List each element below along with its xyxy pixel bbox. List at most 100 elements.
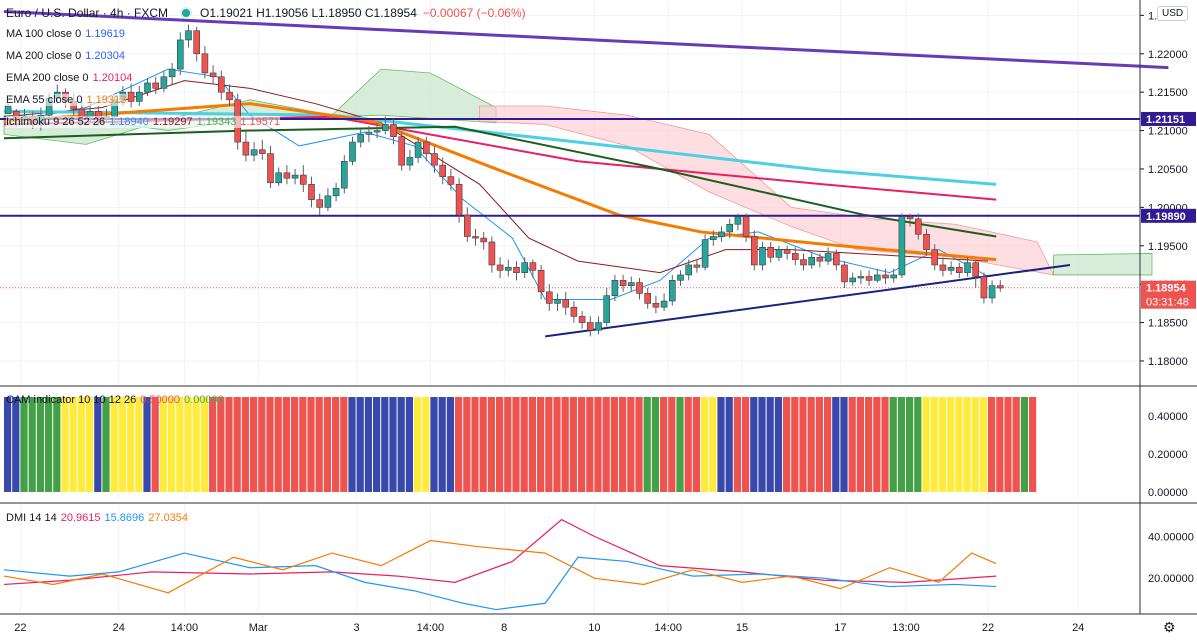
candle-body: [144, 82, 151, 93]
time-axis-label: 10: [588, 622, 600, 634]
cam-bar: [4, 397, 12, 492]
candle-body: [619, 280, 627, 286]
cam-bar: [69, 397, 77, 492]
cam-bar: [733, 397, 741, 492]
candle-body: [898, 216, 906, 276]
cam-bar: [192, 397, 200, 492]
cam-bar: [135, 397, 143, 492]
cam-bar: [578, 397, 586, 492]
dmi-legend[interactable]: DMI 14 14 20.9615 15.8696 27.0354: [6, 512, 188, 524]
ichimoku-cloud: [3, 68, 1153, 276]
candle-body: [340, 160, 348, 189]
price-tick-label: 1.22000: [1148, 49, 1188, 61]
candle-body: [980, 276, 988, 299]
cam-bar: [36, 397, 44, 492]
cam-bar: [455, 397, 463, 492]
price-badge-label: 1.21151: [1146, 114, 1185, 126]
candle-body: [636, 282, 643, 294]
candle-body: [972, 262, 980, 277]
cam-bar: [815, 397, 823, 492]
moving-average-line: [3, 115, 997, 201]
indicator-value: 1.20304: [85, 50, 125, 62]
price-tick-label: 1.20500: [1148, 164, 1188, 176]
cam-bar: [77, 397, 85, 492]
cam-bar: [783, 397, 791, 492]
indicator-value: 1.20104: [92, 72, 133, 84]
indicator-legend-ema55[interactable]: EMA 55 close 0 1.19313: [6, 94, 127, 106]
candle-body: [964, 262, 971, 273]
candle-body: [513, 266, 520, 273]
indicator-value: 0.00000: [184, 394, 224, 406]
indicator-value: 1.19343: [196, 116, 237, 128]
cam-bar: [282, 397, 290, 492]
candles: [4, 24, 1004, 337]
symbol-title[interactable]: Euro / U.S. Dollar · 4h · FXCM: [6, 6, 169, 20]
indicator-legend-ema200[interactable]: EMA 200 close 0 1.20104: [6, 72, 133, 84]
cam-bar: [979, 397, 987, 492]
currency-button[interactable]: USD: [1157, 6, 1189, 21]
cam-bar: [1004, 397, 1012, 492]
cam-tick-label: 0.20000: [1148, 449, 1188, 461]
cam-bar: [897, 397, 905, 492]
candle-body: [160, 76, 168, 89]
candle-body: [906, 216, 914, 220]
candle-body: [209, 72, 217, 78]
price-tick-label: 1.21000: [1148, 126, 1188, 138]
candle-body: [586, 322, 594, 331]
candle-body: [759, 246, 766, 266]
price-badge: [1141, 280, 1196, 309]
candle-body: [488, 241, 496, 266]
candle-body: [709, 236, 717, 240]
cam-indicator-legend[interactable]: CAM indicator 10 10 12 26 0.50000 0.00000: [6, 394, 224, 406]
indicator-value: 1.19619: [85, 28, 125, 40]
time-axis-label: 3: [354, 622, 360, 634]
time-axis-label: 8: [501, 622, 507, 634]
candle-body: [595, 322, 602, 331]
candle-body: [996, 285, 1004, 289]
price-badge: [1141, 111, 1196, 126]
candle-body: [529, 262, 537, 271]
cam-bar: [881, 397, 889, 492]
indicator-legend-ma100[interactable]: MA 100 close 0 1.19619: [6, 28, 125, 40]
cam-bar: [356, 397, 364, 492]
candle-body: [480, 237, 488, 243]
cam-bar: [118, 397, 126, 492]
candle-body: [783, 249, 791, 254]
price-tick-label: 1.18000: [1148, 356, 1188, 368]
candle-body: [554, 299, 561, 304]
cam-bar: [528, 397, 536, 492]
cam-bar: [209, 397, 217, 492]
candle-body: [373, 130, 381, 133]
cam-tick-label: 0.40000: [1148, 411, 1188, 423]
candle-body: [275, 172, 283, 184]
cam-bar: [250, 397, 258, 492]
candle-body: [955, 266, 963, 273]
indicator-legend-ma200[interactable]: MA 200 close 0 1.20304: [6, 50, 125, 62]
indicator-label: Ichimoku 9 26 52 26: [6, 116, 106, 128]
cam-bar: [45, 397, 53, 492]
price-badge: [1141, 208, 1196, 223]
cam-bar: [553, 397, 561, 492]
candle-body: [127, 91, 135, 102]
cam-bar: [94, 397, 102, 492]
candle-body: [332, 187, 340, 197]
candle-body: [168, 68, 176, 78]
cam-bar: [537, 397, 545, 492]
cam-bar: [20, 397, 28, 492]
cam-bar: [102, 397, 110, 492]
candle-body: [4, 105, 12, 114]
indicator-value: 1.19313: [86, 94, 127, 106]
candle-body: [299, 174, 307, 185]
candle-body: [365, 131, 373, 135]
cam-bar: [389, 397, 397, 492]
cam-bar: [594, 397, 602, 492]
candle-body: [316, 199, 324, 208]
cam-bar: [717, 397, 725, 492]
indicator-legend-ichimoku[interactable]: Ichimoku 9 26 52 26 1.18940 1.19297 1.19343…: [6, 116, 281, 128]
countdown-label: 03:31:48: [1146, 297, 1189, 309]
cam-bar: [323, 397, 331, 492]
cam-bar: [86, 397, 94, 492]
gear-icon[interactable]: ⚙: [1163, 619, 1176, 635]
cam-bar: [848, 397, 856, 492]
